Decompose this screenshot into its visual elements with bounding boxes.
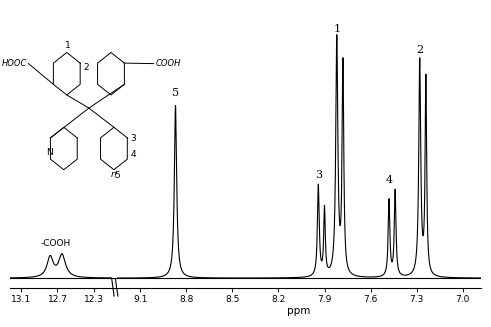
- Text: 5: 5: [114, 171, 120, 180]
- Text: 4: 4: [385, 175, 393, 185]
- Text: 3: 3: [130, 134, 136, 143]
- Text: HOOC: HOOC: [1, 59, 27, 68]
- Text: 1: 1: [333, 24, 340, 34]
- Text: -COOH: -COOH: [41, 239, 71, 248]
- Text: 4: 4: [130, 150, 136, 159]
- X-axis label: ppm: ppm: [288, 306, 311, 317]
- Text: N: N: [47, 148, 53, 157]
- Text: COOH: COOH: [155, 59, 181, 68]
- Text: 5: 5: [172, 89, 179, 98]
- Text: 1: 1: [65, 42, 71, 50]
- Text: 2: 2: [83, 63, 89, 72]
- Text: n: n: [111, 170, 117, 179]
- Text: 2: 2: [416, 45, 423, 55]
- Text: 3: 3: [315, 170, 322, 180]
